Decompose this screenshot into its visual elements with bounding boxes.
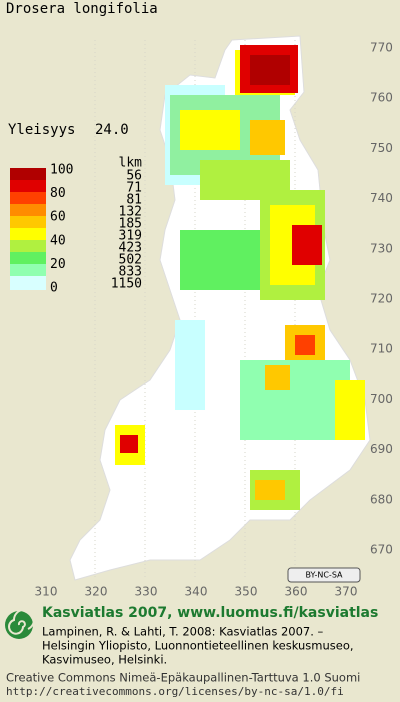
y-axis-label: 670	[370, 543, 393, 557]
scale-label: 0	[50, 281, 58, 296]
title: Drosera longifolia	[6, 1, 158, 17]
license-badge-text: BY-NC-SA	[305, 571, 343, 580]
y-axis-label: 700	[370, 392, 393, 406]
stat-value: 24.0	[95, 122, 129, 138]
colorbar	[10, 168, 46, 290]
count-label: 71	[126, 181, 142, 196]
stat-label: Yleisyys	[8, 122, 75, 138]
logo	[5, 608, 35, 639]
count-label: 833	[119, 265, 142, 280]
scale-label: 100	[50, 163, 73, 178]
y-axis-label: 680	[370, 492, 393, 506]
count-label: 502	[119, 253, 142, 268]
y-axis-label: 740	[370, 191, 393, 205]
count-label: 1150	[111, 277, 142, 292]
y-axis-label: 760	[370, 91, 393, 105]
count-label: 81	[126, 193, 142, 208]
y-axis-label: 690	[370, 442, 393, 456]
license-badge	[287, 567, 361, 583]
x-axis-label: 320	[85, 585, 108, 599]
count-label: 423	[119, 241, 142, 256]
count-label: 319	[119, 229, 142, 244]
count-label: 185	[119, 217, 142, 232]
count-title: lkm	[119, 156, 143, 171]
scale-label: 60	[50, 210, 66, 225]
scale-label: 20	[50, 257, 66, 272]
y-axis-label: 730	[370, 241, 393, 255]
y-axis-label: 750	[370, 141, 393, 155]
x-axis-label: 370	[335, 585, 358, 599]
count-label: 132	[119, 205, 142, 220]
y-axis-label: 770	[370, 41, 393, 55]
scale-label: 80	[50, 186, 66, 201]
x-axis-label: 350	[235, 585, 258, 599]
y-axis-label: 710	[370, 342, 393, 356]
x-axis-label: 310	[35, 585, 58, 599]
x-axis-label: 340	[185, 585, 208, 599]
citation-line: Lampinen, R. & Lahti, T. 2008: Kasviatla…	[42, 625, 324, 639]
scale-label: 40	[50, 233, 66, 248]
abundance-patches	[115, 45, 365, 510]
citation-line: Kasvimuseo, Helsinki.	[42, 653, 167, 667]
count-label: 56	[126, 169, 142, 184]
footer-site: Kasviatlas 2007, www.luomus.fi/kasviatla…	[42, 605, 378, 621]
y-axis-label: 720	[370, 292, 393, 306]
x-axis-label: 360	[285, 585, 308, 599]
license-line: http://creativecommons.org/licenses/by-n…	[6, 685, 344, 698]
citation-line: Helsingin Yliopisto, Luonnontieteellinen…	[42, 639, 354, 653]
x-axis-label: 330	[135, 585, 158, 599]
license-line: Creative Commons Nimeä-Epäkaupallinen-Ta…	[6, 671, 360, 685]
